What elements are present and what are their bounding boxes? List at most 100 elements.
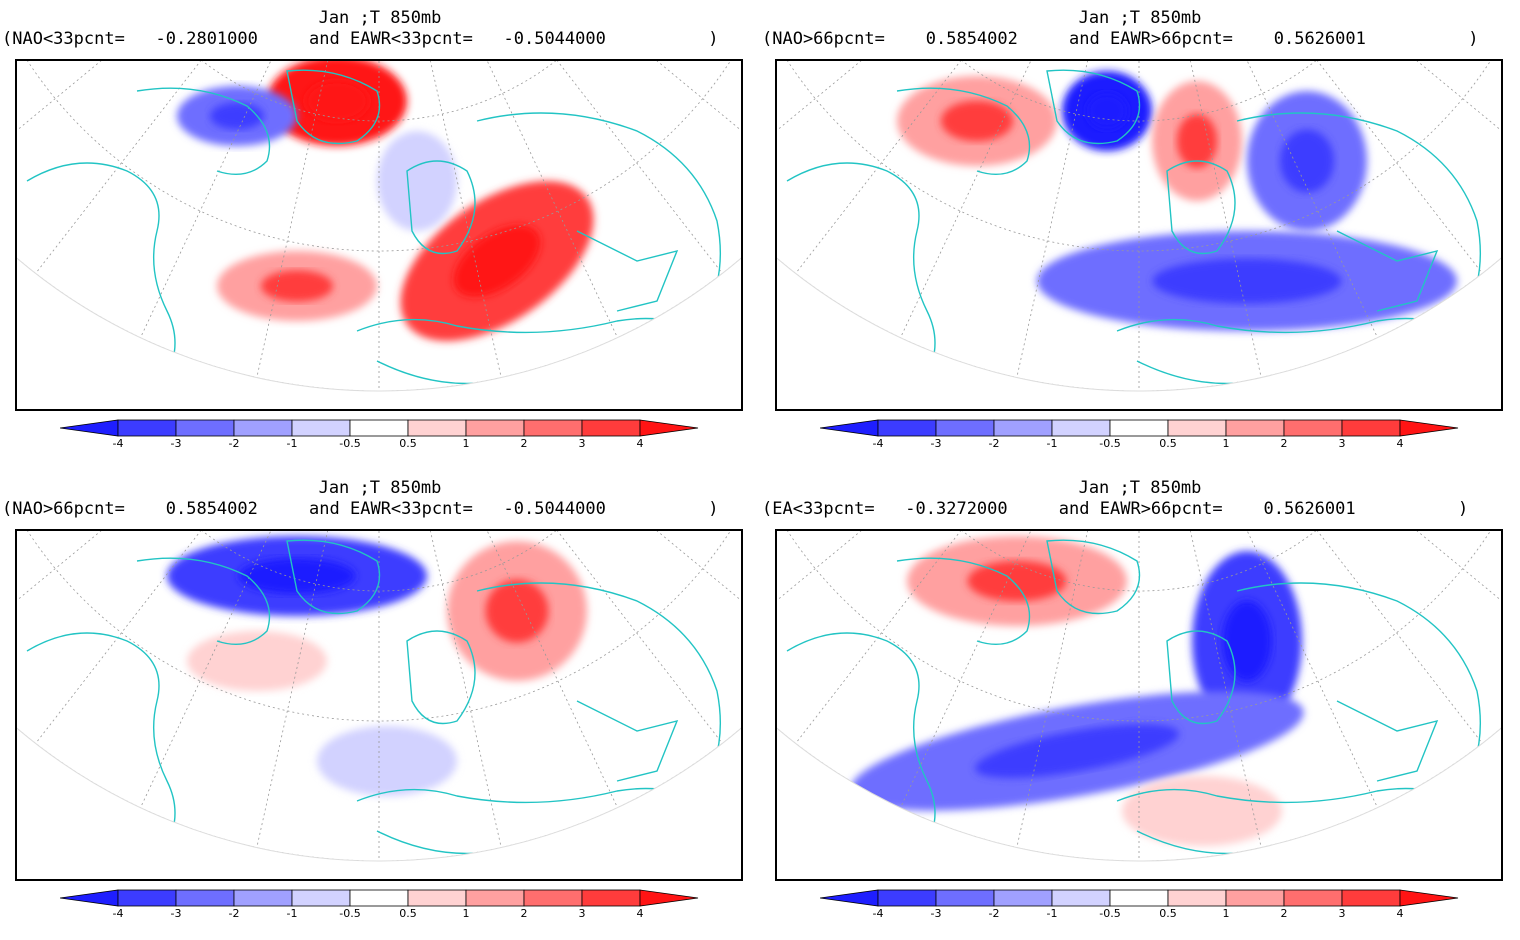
colorbar-segment bbox=[349, 419, 409, 437]
colorbar-segment bbox=[233, 889, 293, 907]
colorbar-arrow-low bbox=[59, 419, 119, 437]
colorbar: -4 -3 -2 -1 -0.5 0.5 1 2 3 4 bbox=[59, 419, 700, 453]
colorbar-tick-label: -3 bbox=[170, 437, 182, 450]
colorbar-segment bbox=[117, 419, 177, 437]
coastline bbox=[286, 69, 381, 145]
panel-subtitle: (NAO>66pcnt= 0.5854002 and EAWR>66pcnt= … bbox=[762, 29, 1479, 49]
colorbar-tick-label: -4 bbox=[112, 437, 124, 450]
coastline bbox=[576, 230, 679, 312]
coastline bbox=[1236, 112, 1481, 312]
colorbar-segment bbox=[291, 419, 351, 437]
colorbar-tick-label: 0.5 bbox=[1159, 437, 1177, 450]
colorbar-arrow-high bbox=[1399, 889, 1459, 907]
coastline bbox=[26, 632, 176, 861]
anomaly-core bbox=[485, 579, 549, 643]
colorbar-tick-label: -4 bbox=[872, 437, 884, 450]
polar-map bbox=[17, 531, 741, 862]
anomaly-core bbox=[1222, 600, 1272, 682]
colorbar-segment bbox=[175, 419, 235, 437]
map-panel-4: Jan ;T 850mb (EA<33pcnt= -0.3272000 and … bbox=[760, 470, 1520, 940]
colorbar-tick-label: 0.5 bbox=[399, 437, 417, 450]
colorbar-segment bbox=[291, 889, 351, 907]
coastline bbox=[1046, 539, 1141, 615]
map-boundary bbox=[777, 727, 1501, 862]
colorbar-segment bbox=[1225, 419, 1285, 437]
anomaly-core bbox=[261, 270, 333, 302]
panel-title: Jan ;T 850mb bbox=[318, 478, 442, 498]
colorbar-tick-label: -1 bbox=[1046, 907, 1058, 920]
colorbar-tick-label: 1 bbox=[462, 437, 470, 450]
map-frame bbox=[775, 59, 1503, 411]
colorbar-arrow-low bbox=[59, 889, 119, 907]
panel-title: Jan ;T 850mb bbox=[1078, 478, 1202, 498]
polar-map bbox=[17, 61, 741, 392]
meridian-line bbox=[883, 531, 1140, 845]
colorbar-arrow-high bbox=[1399, 419, 1459, 437]
coastline bbox=[136, 557, 271, 645]
colorbar-tick-label: -3 bbox=[930, 907, 942, 920]
colorbar-segment bbox=[1109, 419, 1169, 437]
panel-subtitle: (EA<33pcnt= -0.3272000 and EAWR>66pcnt= … bbox=[762, 499, 1469, 519]
anomaly-region bbox=[1122, 776, 1282, 846]
colorbar-segment bbox=[1341, 419, 1401, 437]
colorbar-segment bbox=[1283, 419, 1343, 437]
anomaly-region bbox=[317, 726, 457, 796]
meridian-line bbox=[247, 531, 380, 861]
colorbar-segment bbox=[1341, 889, 1401, 907]
coastline bbox=[1046, 69, 1141, 145]
coastline bbox=[286, 539, 381, 615]
colorbar-tick-label: 1 bbox=[462, 907, 470, 920]
meridian-line bbox=[1007, 531, 1140, 861]
colorbar-segment bbox=[523, 419, 583, 437]
colorbar-arrow-low bbox=[819, 419, 879, 437]
coastline bbox=[576, 700, 679, 782]
colorbar-tick-label: -0.5 bbox=[1099, 437, 1121, 450]
colorbar-segment bbox=[1051, 889, 1111, 907]
colorbar: -4 -3 -2 -1 -0.5 0.5 1 2 3 4 bbox=[819, 889, 1460, 923]
colorbar-segment bbox=[1225, 889, 1285, 907]
coastline bbox=[1336, 230, 1439, 312]
anomaly-core bbox=[210, 102, 264, 130]
colorbar-tick-label: 4 bbox=[636, 437, 644, 450]
colorbar-tick-label: 3 bbox=[578, 437, 586, 450]
colorbar-segment bbox=[993, 889, 1053, 907]
panel-subtitle: (NAO>66pcnt= 0.5854002 and EAWR<33pcnt= … bbox=[2, 499, 719, 519]
coastline bbox=[26, 162, 176, 391]
meridian-line bbox=[1138, 61, 1271, 391]
colorbar-tick-label: 1 bbox=[1222, 437, 1230, 450]
colorbar-segment bbox=[1051, 419, 1111, 437]
colorbar-tick-label: -2 bbox=[988, 437, 1000, 450]
anomaly-core bbox=[1086, 93, 1128, 129]
anomaly-core bbox=[1176, 114, 1218, 168]
colorbar-segment bbox=[993, 419, 1053, 437]
colorbar-tick-label: 0.5 bbox=[1159, 907, 1177, 920]
coastline bbox=[786, 632, 936, 861]
colorbar-tick-label: 2 bbox=[520, 437, 528, 450]
colorbar-tick-label: -0.5 bbox=[339, 907, 361, 920]
colorbar-tick-label: 2 bbox=[520, 907, 528, 920]
map-boundary bbox=[17, 257, 741, 392]
colorbar-tick-label: -2 bbox=[228, 437, 240, 450]
meridian-line bbox=[378, 61, 511, 391]
map-frame bbox=[775, 529, 1503, 881]
meridian-line bbox=[378, 61, 635, 375]
colorbar-segment bbox=[465, 889, 525, 907]
anomaly-core bbox=[975, 724, 1179, 778]
anomaly-core bbox=[967, 560, 1067, 602]
colorbar-segment bbox=[1109, 889, 1169, 907]
colorbar-segment bbox=[349, 889, 409, 907]
colorbar-tick-label: 4 bbox=[1396, 907, 1404, 920]
colorbar-segment bbox=[407, 419, 467, 437]
colorbar: -4 -3 -2 -1 -0.5 0.5 1 2 3 4 bbox=[59, 889, 700, 923]
meridian-line bbox=[1007, 61, 1140, 391]
polar-map bbox=[777, 61, 1501, 392]
map-panel-2: Jan ;T 850mb (NAO>66pcnt= 0.5854002 and … bbox=[760, 0, 1520, 470]
colorbar-tick-label: 2 bbox=[1280, 907, 1288, 920]
anomaly-core bbox=[238, 558, 356, 594]
anomaly-core bbox=[941, 100, 1013, 142]
meridian-line bbox=[123, 61, 380, 375]
coastline bbox=[1336, 700, 1439, 782]
meridian-line bbox=[883, 61, 1140, 375]
map-frame bbox=[15, 59, 743, 411]
coastline bbox=[896, 557, 1031, 645]
